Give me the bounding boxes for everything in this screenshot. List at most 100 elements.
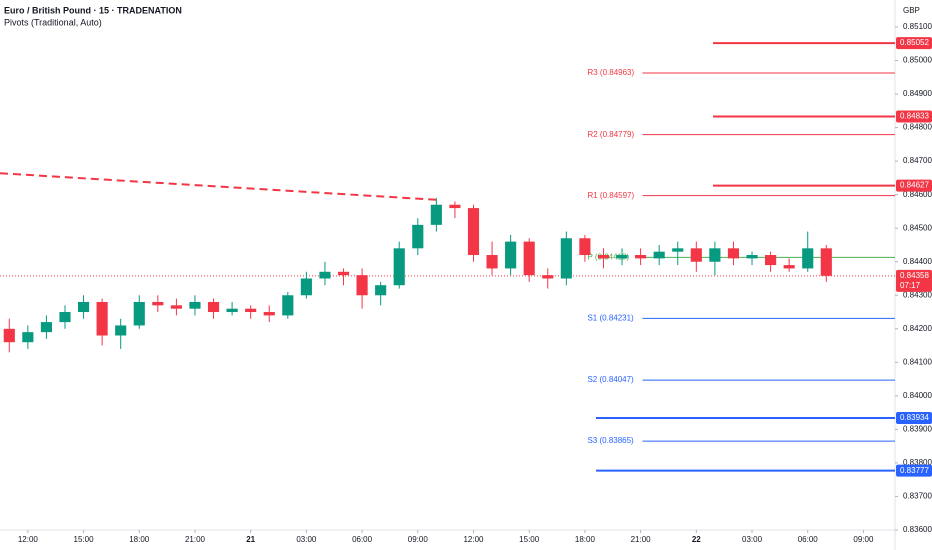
y-tick-label: 0.84100	[903, 357, 932, 366]
candle-body	[560, 238, 572, 279]
level-badge-label: 0.84833	[900, 112, 929, 121]
candle-body	[245, 308, 257, 313]
level-badge-label: 0.83934	[900, 413, 929, 422]
candle-body	[505, 241, 517, 269]
last-price-label: 0.84358	[900, 271, 929, 280]
y-tick-label: 0.84000	[903, 391, 932, 400]
x-tick-label: 18:00	[129, 535, 150, 544]
y-tick-label: 0.83800	[903, 458, 932, 467]
candle-body	[22, 332, 34, 343]
y-tick-label: 0.84700	[903, 156, 932, 165]
candle-body	[59, 312, 71, 323]
level-badge	[896, 37, 932, 50]
candle-body	[207, 301, 220, 313]
level-badge-label: 0.84627	[900, 181, 929, 190]
candle-body	[133, 301, 145, 326]
x-tick-label: 06:00	[352, 535, 373, 544]
candle-body	[616, 255, 628, 259]
candle-body	[152, 301, 164, 306]
candle-body	[356, 275, 368, 296]
candle-body	[375, 285, 387, 296]
candle-body	[579, 238, 591, 256]
candle-body	[597, 255, 610, 259]
candle-body	[765, 255, 777, 266]
candle-body	[802, 248, 814, 269]
y-tick-label: 0.84400	[903, 257, 932, 266]
candle-body	[300, 278, 312, 296]
y-tick-label: 0.83900	[903, 425, 932, 434]
last-price-badge	[896, 269, 932, 292]
x-tick-label: 21:00	[631, 535, 652, 544]
pivot-label: S3 (0.83865)	[587, 436, 634, 445]
chart-subtitle: Pivots (Traditional, Auto)	[4, 17, 102, 27]
candle-body	[115, 325, 127, 336]
x-tick-label: 15:00	[74, 535, 95, 544]
x-tick-label: 09:00	[408, 535, 429, 544]
y-tick-label: 0.85100	[903, 22, 932, 31]
currency-label: GBP	[903, 6, 920, 15]
y-tick-label: 0.85000	[903, 56, 932, 65]
candle-body	[783, 265, 795, 269]
x-tick-label: 15:00	[519, 535, 540, 544]
candle-body	[727, 248, 740, 259]
x-tick-label: 22	[692, 535, 701, 544]
candle-body	[3, 328, 15, 343]
trend-line	[0, 172, 441, 202]
candle-body	[226, 308, 238, 313]
candle-body	[393, 248, 405, 286]
candle-body	[523, 241, 535, 276]
candle-body	[635, 255, 647, 259]
candle-body	[709, 248, 721, 262]
candle-body	[77, 301, 90, 313]
candle-body	[690, 248, 702, 262]
candle-body	[430, 204, 442, 225]
candle-body	[412, 224, 424, 249]
x-tick-label: 21:00	[185, 535, 206, 544]
y-tick-label: 0.84800	[903, 123, 932, 132]
level-badge	[896, 464, 932, 477]
level-badge	[896, 179, 932, 192]
level-badge	[896, 411, 932, 424]
y-tick-label: 0.84500	[903, 223, 932, 232]
x-tick-label: 12:00	[463, 535, 484, 544]
x-tick-label: 12:00	[18, 535, 39, 544]
candle-body	[542, 275, 554, 279]
y-tick-label: 0.83700	[903, 492, 932, 501]
x-tick-label: 21	[246, 535, 255, 544]
candle-body	[96, 301, 108, 336]
candle-body	[449, 204, 461, 209]
candle-body	[263, 312, 275, 316]
y-tick-label: 0.84900	[903, 89, 932, 98]
candle-body	[746, 255, 758, 259]
level-badge	[896, 110, 932, 123]
candle-body	[486, 255, 498, 269]
candle-body	[189, 301, 201, 309]
candle-body	[40, 322, 52, 333]
candle-body	[282, 295, 294, 316]
candle-body	[653, 251, 665, 259]
y-tick-label: 0.84200	[903, 324, 932, 333]
countdown-label: 07:17	[900, 281, 921, 290]
chart-title: Euro / British Pound · 15 · TRADENATION	[4, 5, 182, 15]
level-badge-label: 0.85052	[900, 38, 929, 47]
y-tick-label: 0.84300	[903, 290, 932, 299]
x-tick-label: 03:00	[742, 535, 763, 544]
candle-body	[467, 208, 480, 256]
candle-body	[170, 305, 182, 309]
x-tick-label: 18:00	[575, 535, 596, 544]
pivot-label: R1 (0.84597)	[587, 191, 634, 200]
x-tick-label: 06:00	[798, 535, 819, 544]
x-tick-label: 03:00	[296, 535, 317, 544]
pivot-label: S2 (0.84047)	[587, 375, 634, 384]
candle-body	[820, 248, 832, 276]
pivot-label: R2 (0.84779)	[587, 130, 634, 139]
pivot-label: R3 (0.84963)	[587, 68, 634, 77]
y-tick-label: 0.83600	[903, 525, 932, 534]
x-tick-label: 09:00	[853, 535, 874, 544]
candle-body	[672, 248, 684, 252]
y-tick-label: 0.84600	[903, 190, 932, 199]
level-badge-label: 0.83777	[900, 466, 929, 475]
